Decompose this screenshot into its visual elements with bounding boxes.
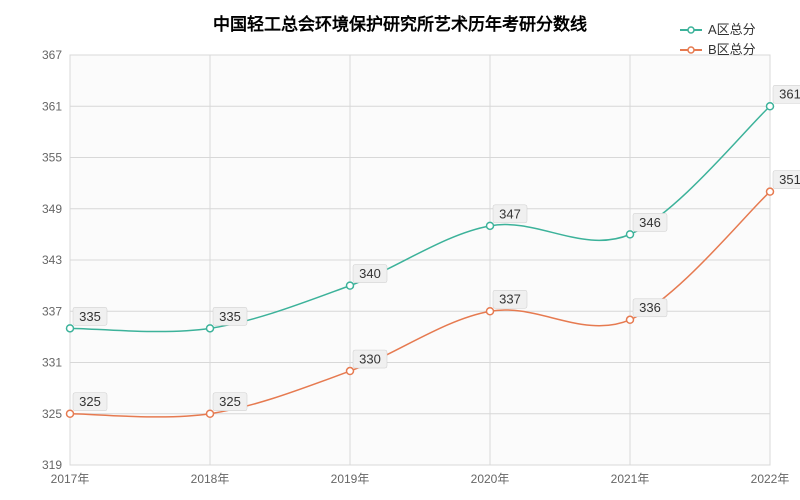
x-tick-label: 2019年 [331,472,370,486]
data-point [487,222,494,229]
y-tick-label: 355 [42,151,62,165]
y-tick-label: 331 [42,356,62,370]
line-chart: 319 325 331 337 343 349 355 361 367 2017年 2018年 201… [0,0,800,500]
data-label: 351 [779,172,800,187]
legend-marker [688,47,694,53]
data-point [347,368,354,375]
x-tick-label: 2018年 [191,472,230,486]
chart-title: 中国轻工总会环境保护研究所艺术历年考研分数线 [213,14,587,34]
legend-label: A区总分 [708,22,756,37]
data-label: 346 [639,215,661,230]
chart-container: 319 325 331 337 343 349 355 361 367 2017年 2018年 201… [0,0,800,500]
y-tick-label: 349 [42,202,62,216]
data-point [207,325,214,332]
data-label: 330 [359,351,381,366]
data-label: 340 [359,266,381,281]
data-point [347,282,354,289]
data-point [67,325,74,332]
y-tick-label: 337 [42,304,62,318]
data-label: 347 [499,206,521,221]
data-label: 335 [79,309,101,324]
data-point [207,410,214,417]
x-tick-label: 2021年 [611,472,650,486]
x-tick-label: 2017年 [51,472,90,486]
y-tick-label: 343 [42,253,62,267]
data-label: 337 [499,292,521,307]
legend-marker [688,27,694,33]
x-tick-label: 2022年 [751,472,790,486]
data-label: 325 [219,394,241,409]
data-point [627,316,634,323]
y-tick-label: 325 [42,407,62,421]
data-point [627,231,634,238]
y-tick-label: 361 [42,99,62,113]
data-point [487,308,494,315]
y-tick-label: 367 [42,48,62,62]
x-tick-label: 2020年 [471,472,510,486]
data-label: 336 [639,300,661,315]
data-point [767,188,774,195]
legend-label: B区总分 [708,42,756,57]
data-label: 361 [779,87,800,102]
data-point [767,103,774,110]
data-label: 325 [79,394,101,409]
y-tick-label: 319 [42,458,62,472]
data-label: 335 [219,309,241,324]
data-point [67,410,74,417]
